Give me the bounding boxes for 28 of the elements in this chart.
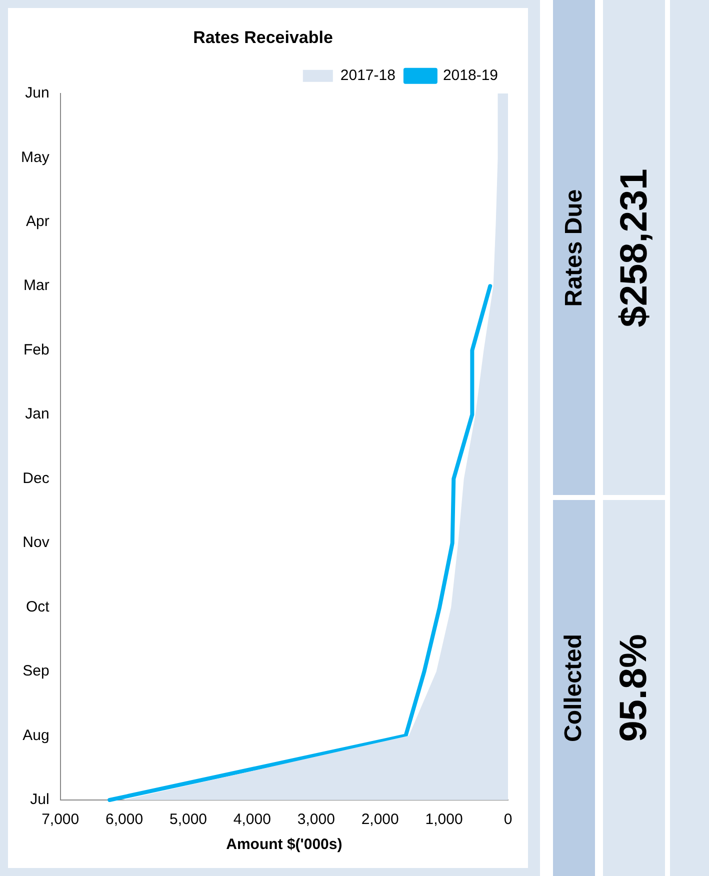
y-tick-label: Dec: [22, 470, 50, 487]
x-axis-title: Amount $('000s): [226, 836, 342, 854]
y-tick-label: Jun: [25, 84, 50, 102]
x-tick-label: 4,000: [233, 811, 271, 828]
x-tick-label: 3,000: [297, 811, 335, 828]
y-tick-label: Sep: [22, 662, 50, 680]
chart-title: Rates Receivable: [193, 28, 333, 47]
text: Collected: [560, 634, 588, 742]
x-tick-label: 6,000: [106, 811, 144, 828]
y-tick-label: Mar: [23, 277, 50, 294]
y-tick-label: Jan: [25, 406, 50, 423]
y-tick-label: Feb: [23, 341, 50, 358]
y-tick-label: Aug: [22, 726, 50, 744]
y-tick-label: Nov: [22, 534, 50, 552]
x-tick-label: 2,000: [361, 811, 399, 828]
x-tick-label: 7,000: [42, 811, 80, 828]
y-tick-label: May: [20, 148, 50, 166]
y-tick-label: Oct: [26, 598, 50, 616]
y-tick-label: Jul: [30, 791, 50, 808]
x-tick-label: 1,000: [425, 811, 463, 828]
text: 95.8%: [612, 634, 656, 742]
x-tick-label: 5,000: [169, 811, 208, 828]
legend-label: 2017-18: [340, 67, 396, 84]
y-tick-label: Apr: [26, 213, 50, 230]
text: Rates Due: [560, 188, 588, 306]
legend-label: 2018-19: [442, 67, 498, 84]
x-tick-label: 0: [504, 811, 512, 828]
text: $258,231: [612, 168, 656, 327]
